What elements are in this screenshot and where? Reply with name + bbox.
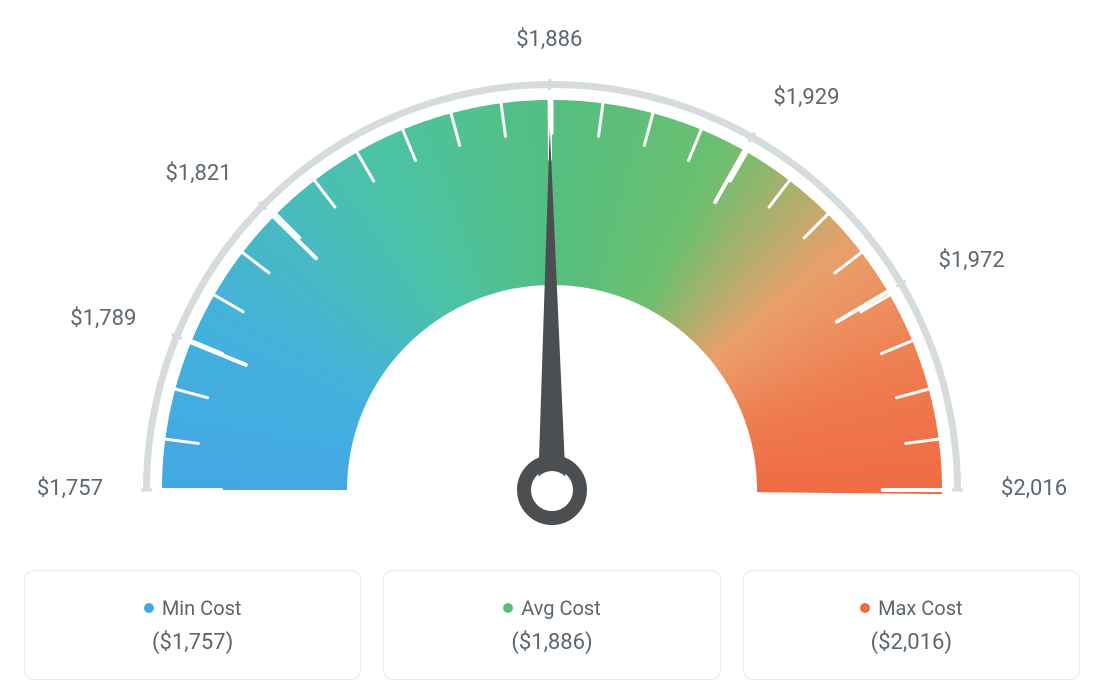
- legend-dot-min: [144, 603, 154, 613]
- legend-dot-avg: [503, 603, 513, 613]
- legend-label: Avg Cost: [521, 596, 601, 620]
- legend-value: ($1,886): [511, 630, 592, 655]
- gauge-tick-label: $2,016: [1001, 476, 1081, 501]
- legend-card-max: Max Cost ($2,016): [743, 570, 1080, 680]
- gauge-tick-label: $1,972: [939, 248, 1019, 273]
- legend-label: Max Cost: [878, 596, 963, 620]
- legend-dot-max: [860, 603, 870, 613]
- legend-card-min: Min Cost ($1,757): [24, 570, 361, 680]
- legend-label: Min Cost: [162, 596, 242, 620]
- legend-card-avg: Avg Cost ($1,886): [383, 570, 720, 680]
- legend-value: ($2,016): [871, 630, 952, 655]
- gauge-tick-label: $1,929: [773, 85, 853, 110]
- gauge-tick-label: $1,821: [152, 161, 232, 186]
- gauge-tick-label: $1,757: [23, 476, 103, 501]
- gauge-tick-label: $1,886: [509, 27, 589, 52]
- legend-row: Min Cost ($1,757) Avg Cost ($1,886) Max Cost…: [0, 570, 1104, 680]
- legend-value: ($1,757): [152, 630, 233, 655]
- gauge-tick-label: $1,789: [56, 306, 136, 331]
- cost-gauge: [0, 0, 1104, 560]
